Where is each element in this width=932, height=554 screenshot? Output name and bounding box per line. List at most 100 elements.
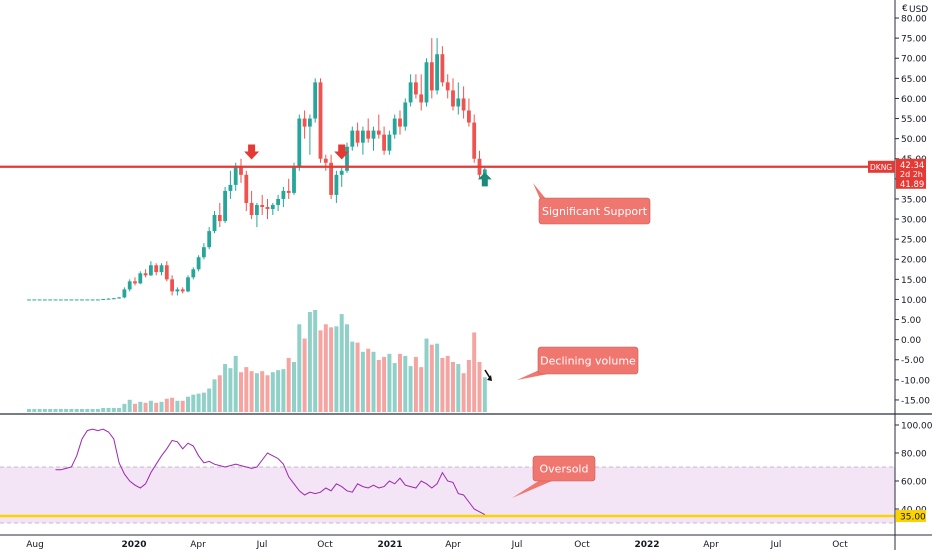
- oversold-callout-label: Oversold: [540, 463, 589, 476]
- candle-body: [376, 130, 381, 135]
- volume-bar: [95, 408, 100, 412]
- candle-body: [392, 118, 397, 135]
- candle-body: [207, 231, 212, 248]
- candle-body: [419, 94, 424, 103]
- volume-bar: [429, 344, 434, 412]
- volume-bar: [403, 355, 408, 412]
- black-arrow-head: [487, 375, 492, 381]
- volume-bar: [64, 408, 69, 412]
- volume-bar: [281, 369, 286, 412]
- candle-body: [334, 174, 339, 195]
- volume-bar: [419, 367, 424, 412]
- candle-body: [27, 299, 31, 301]
- black-arrow: [484, 369, 491, 379]
- candle-body: [302, 118, 307, 127]
- volume-bar: [445, 355, 450, 412]
- candle-body: [281, 190, 286, 199]
- candle-body: [111, 298, 116, 300]
- volume-bar: [413, 356, 418, 412]
- candle-body: [440, 54, 445, 83]
- volume-bar: [127, 399, 132, 412]
- volume-bar: [32, 408, 37, 412]
- candle-body: [350, 130, 355, 147]
- time-axis-label: Apr: [445, 540, 461, 550]
- time-axis-label: Aug: [26, 540, 44, 550]
- candle-body: [175, 289, 180, 292]
- volume-bar: [392, 363, 397, 412]
- candle-body: [117, 297, 121, 299]
- price-tick-label: 15.00: [901, 276, 927, 286]
- candle-body: [414, 82, 418, 95]
- candle-body: [435, 54, 439, 91]
- volume-bar: [323, 324, 328, 412]
- volume-bar: [456, 364, 461, 412]
- candle-body: [361, 130, 365, 143]
- volume-bar: [207, 388, 212, 412]
- candle-body: [212, 215, 217, 232]
- candle-body: [461, 98, 466, 111]
- candle-body: [233, 166, 238, 185]
- time-axis-label: Jul: [511, 540, 523, 550]
- candle-body: [32, 299, 37, 301]
- volume-bar: [249, 371, 254, 412]
- volume-bar: [371, 351, 376, 412]
- candle-body: [297, 118, 302, 167]
- volume-bar: [27, 408, 31, 412]
- support-callout-label: Significant Support: [542, 205, 648, 218]
- rsi-tick-label: 100.00: [901, 422, 932, 432]
- candle-body: [149, 265, 153, 276]
- volume-bar: [461, 373, 466, 412]
- price-tick-label: 25.00: [901, 236, 927, 246]
- price-tick-label: 50.00: [901, 135, 927, 145]
- volume-bar: [143, 402, 148, 412]
- candle-body: [122, 289, 127, 298]
- volume-bar: [329, 327, 334, 412]
- candle-body: [170, 279, 174, 292]
- volume-bar: [180, 400, 185, 412]
- volume-bar: [80, 408, 84, 412]
- volume-bar: [138, 401, 143, 412]
- volume-bar: [307, 312, 312, 412]
- volume-bar: [398, 353, 402, 412]
- rsi-line: [55, 428, 486, 516]
- candle-body: [127, 281, 132, 290]
- candle-body: [53, 299, 58, 301]
- candle-body: [445, 82, 450, 91]
- candle-body: [202, 247, 206, 258]
- candle-body: [265, 206, 270, 209]
- volume-bar: [223, 364, 228, 412]
- volume-callout[interactable]: [537, 346, 639, 375]
- volume-bar: [244, 367, 249, 412]
- red-down-arrow: [334, 144, 350, 160]
- candle-body: [64, 299, 68, 301]
- candle-body: [48, 299, 53, 301]
- price-badge: [896, 158, 926, 189]
- volume-bar: [42, 408, 47, 412]
- candle-body: [424, 62, 429, 103]
- candle-body: [249, 202, 254, 216]
- price-tick-label: 55.00: [901, 115, 927, 125]
- candle-body: [318, 82, 323, 159]
- support-callout[interactable]: [538, 197, 651, 225]
- volume-bar: [482, 377, 487, 412]
- price-tick-label: 60.00: [901, 95, 927, 105]
- oversold-callout[interactable]: [532, 455, 596, 482]
- volume-bar: [366, 348, 371, 412]
- rsi-band: [0, 467, 895, 523]
- volume-bar: [122, 403, 127, 412]
- volume-bar: [451, 362, 455, 412]
- time-axis-label: Oct: [317, 540, 333, 550]
- price-tick-label: 80.00: [901, 15, 927, 25]
- candle-body: [371, 130, 376, 139]
- candle-body: [196, 257, 201, 270]
- volume-bar: [159, 401, 164, 412]
- volume-callout-label: Declining volume: [540, 355, 636, 368]
- candle-body: [276, 198, 280, 205]
- candle-body: [398, 118, 402, 127]
- candle-body: [355, 130, 360, 143]
- time-axis-label: Oct: [832, 540, 848, 550]
- volume-bar: [133, 403, 137, 412]
- volume-bar: [286, 357, 291, 412]
- candle-body: [482, 169, 487, 175]
